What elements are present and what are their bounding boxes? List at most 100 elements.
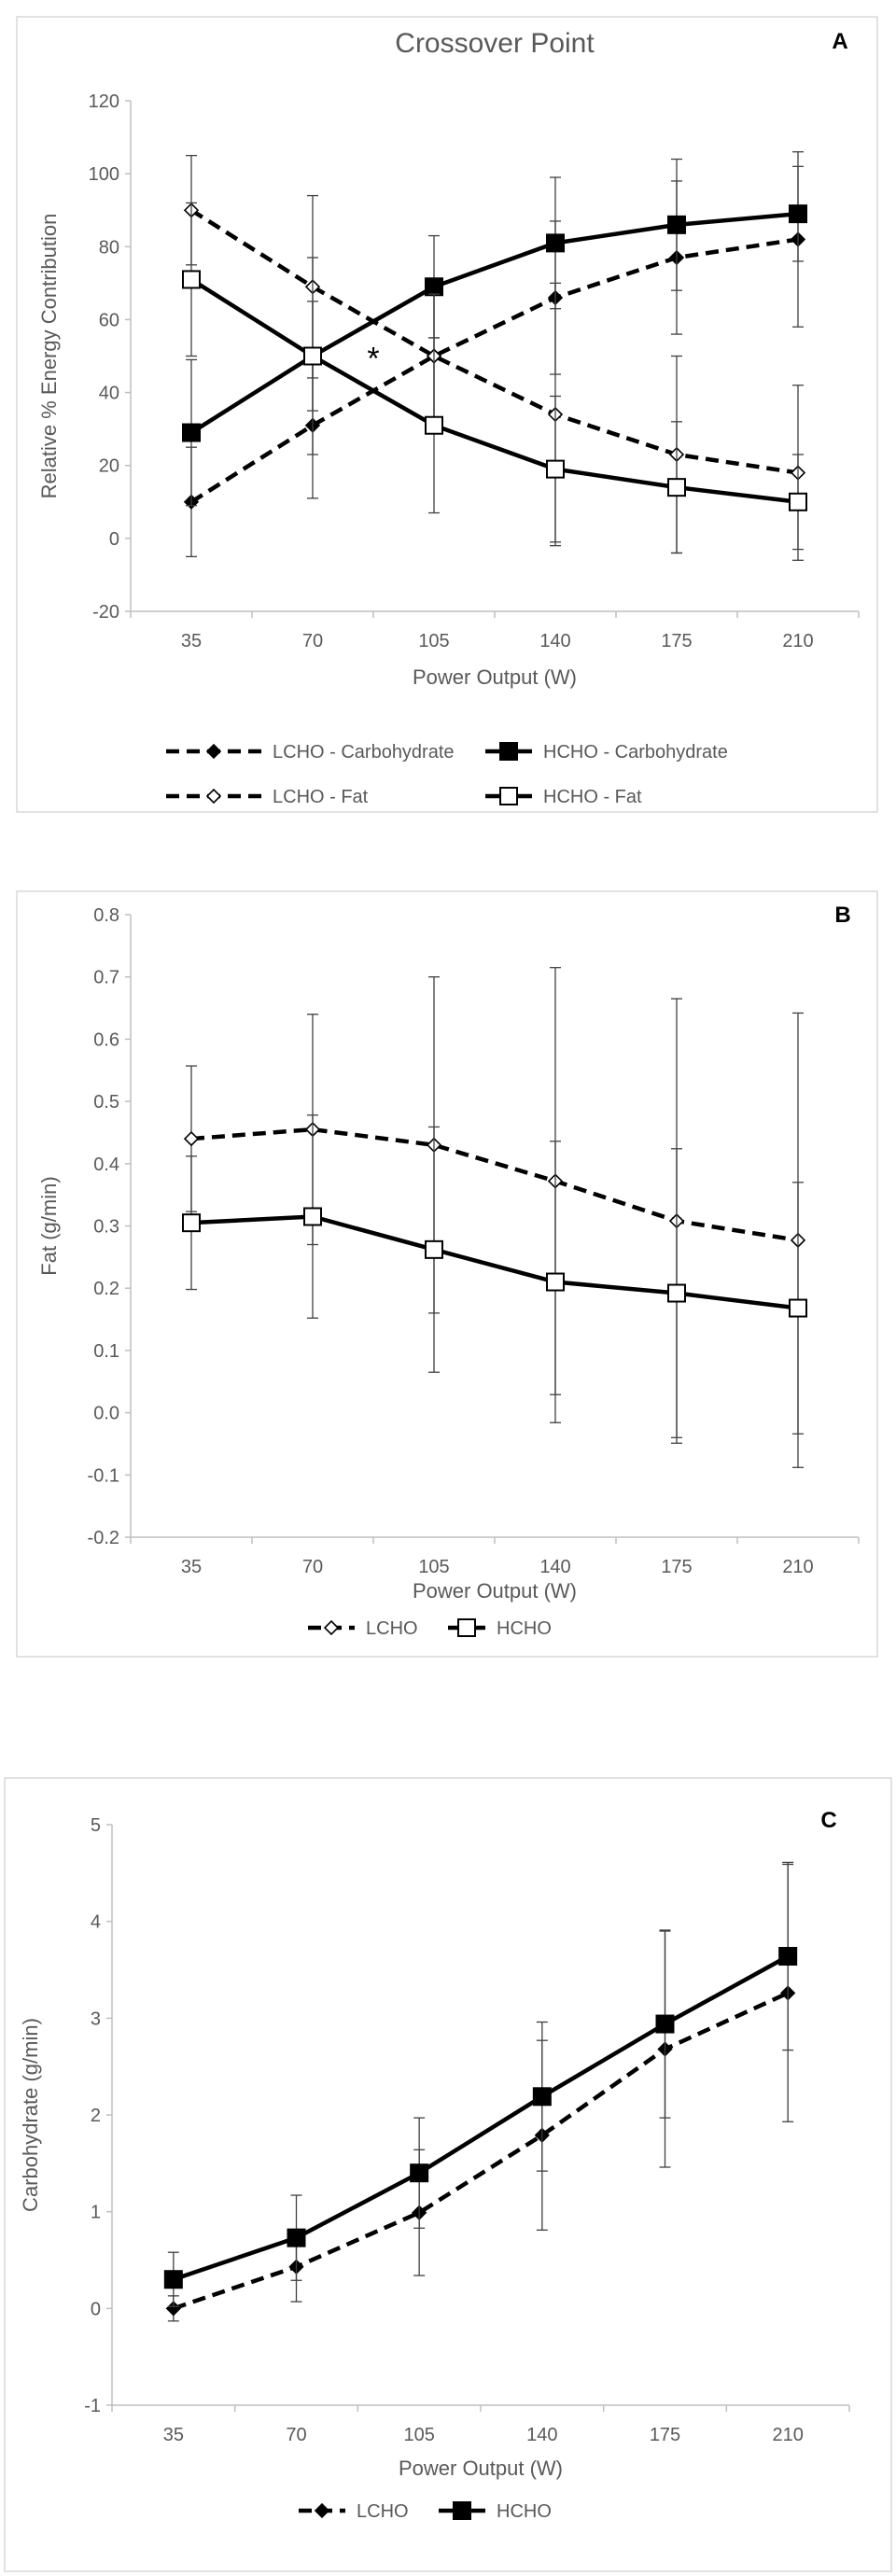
chart-c-data-point <box>163 2270 183 2289</box>
chart-a-y-tick-label: 100 <box>89 164 119 185</box>
chart-c-x-tick-label: 175 <box>650 2425 680 2445</box>
chart-panel-c: C -1 0 1 2 3 4 5 35 70 105 140 175 210 Power Output (W… <box>0 1773 896 2576</box>
chart-a-x-tick-label: 70 <box>302 631 323 651</box>
chart-a-data-point <box>667 478 686 497</box>
chart-b-series-1 <box>182 1114 807 1438</box>
chart-c-data-point <box>410 2163 429 2183</box>
chart-a-y-tick-label: 60 <box>99 310 119 330</box>
chart-b-legend-item: LCHO <box>308 1618 418 1639</box>
chart-c-data-point <box>655 2014 675 2034</box>
chart-c-data-point <box>287 2228 306 2247</box>
chart-c-x-tick-label: 105 <box>403 2425 434 2445</box>
chart-a-legend-label: LCHO - Carbohydrate <box>273 742 455 763</box>
chart-b-legend-marker <box>457 1618 476 1637</box>
chart-b-y-tick-label: 0.0 <box>93 1404 119 1424</box>
chart-b-legend-label: LCHO <box>366 1618 418 1639</box>
chart-b-x-tick-label: 105 <box>418 1557 449 1577</box>
chart-a-x-tick-label: 140 <box>539 631 570 651</box>
chart-c-legend-label: LCHO <box>357 2501 409 2522</box>
chart-a-legend-label: LCHO - Fat <box>273 787 369 807</box>
chart-a-legend-marker <box>205 743 222 760</box>
chart-a-legend-item: HCHO - Carbohydrate <box>485 742 728 763</box>
chart-b-legend-item: HCHO <box>448 1618 552 1639</box>
chart-b-legend-label: HCHO <box>497 1618 552 1639</box>
chart-a-y-axis-label: Relative % Energy Contribution <box>37 214 61 499</box>
chart-c-frame <box>4 1777 892 2572</box>
chart-c-x-tick-label: 70 <box>286 2425 306 2445</box>
chart-a-x-tick-label: 105 <box>418 631 449 651</box>
chart-c-legend-marker <box>314 2502 330 2519</box>
chart-b-y-tick-label: -0.1 <box>88 1465 119 1486</box>
chart-a-data-point <box>425 277 443 297</box>
chart-c-y-tick-label: 1 <box>91 2203 101 2223</box>
chart-b-data-point <box>183 1130 200 1147</box>
chart-b-y-axis-label: Fat (g/min) <box>37 1176 61 1275</box>
chart-b-x-tick-label: 210 <box>782 1557 813 1577</box>
chart-c-panel-label: C <box>820 1808 836 1833</box>
chart-a-data-point <box>789 492 807 511</box>
chart-a-series-line <box>189 277 799 505</box>
chart-b-x-tick-label: 35 <box>181 1557 202 1577</box>
chart-a-legend-marker <box>499 787 518 805</box>
chart-c-legend-marker <box>453 2501 471 2520</box>
chart-a-frame <box>16 16 878 813</box>
chart-b-svg: B -0.2 -0.1 0.0 0.1 0.2 0.3 0.4 0.5 0.6 0.7 0.8 35 70… <box>16 890 878 1658</box>
chart-c-y-tick-label: -1 <box>84 2396 101 2416</box>
chart-c-y-tick-label: 0 <box>91 2299 101 2319</box>
chart-a-x-tick-label: 175 <box>661 631 692 651</box>
chart-b-y-tick-label: 0.1 <box>93 1341 119 1362</box>
chart-a-y-tick-label: 0 <box>109 529 119 550</box>
chart-a-y-tick-label: 120 <box>89 91 119 112</box>
chart-c-y-axis-label: Carbohydrate (g/min) <box>19 2018 42 2212</box>
chart-b-data-point <box>789 1298 807 1318</box>
chart-c-legend: LCHO HCHO <box>299 2501 552 2522</box>
chart-a-series-line <box>189 237 799 504</box>
chart-a-annotation: * <box>367 342 379 377</box>
chart-b-data-point <box>667 1283 686 1303</box>
chart-b-legend: LCHO HCHO <box>308 1618 552 1639</box>
chart-c-data-point <box>532 2087 552 2107</box>
chart-c-x-tick-label: 35 <box>163 2425 184 2445</box>
chart-b-y-tick-label: 0.6 <box>93 1029 119 1050</box>
chart-a-legend-item: LCHO - Carbohydrate <box>166 742 455 763</box>
chart-a-series-line <box>189 211 799 435</box>
chart-a-data-point <box>182 270 201 289</box>
chart-b-frame <box>16 890 878 1658</box>
chart-a-legend-item: HCHO - Fat <box>485 787 642 807</box>
chart-c-series-line <box>173 1954 790 2282</box>
chart-c-y-tick-label: 2 <box>91 2106 101 2126</box>
chart-c-legend-item: LCHO <box>299 2501 409 2522</box>
chart-b-legend-marker <box>323 1619 340 1636</box>
chart-a-y-tick-label: 20 <box>99 456 119 477</box>
chart-a-series-line <box>189 208 799 475</box>
chart-a-data-point <box>667 215 686 234</box>
chart-b-y-tick-label: 0.5 <box>93 1092 119 1113</box>
chart-b-x-tick-label: 175 <box>661 1557 692 1577</box>
chart-a-legend-marker <box>205 788 222 805</box>
chart-a-data-point <box>425 415 443 435</box>
chart-b-y-tick-label: 0.8 <box>93 905 119 926</box>
chart-b-y-tick-label: 0.4 <box>93 1155 119 1175</box>
chart-b-y-tick-label: -0.2 <box>88 1528 119 1548</box>
chart-c-series-line <box>173 1991 790 2311</box>
chart-b-series-line <box>190 1127 799 1243</box>
chart-c-legend-item: HCHO <box>439 2501 552 2522</box>
chart-a-legend-marker <box>499 742 518 761</box>
chart-a-legend-label: HCHO - Carbohydrate <box>543 742 728 763</box>
chart-a-legend-label: HCHO - Fat <box>543 787 642 807</box>
chart-c-x-axis-label: Power Output (W) <box>399 2457 563 2480</box>
chart-b-data-point <box>425 1239 443 1259</box>
chart-b-y-tick-label: 0.7 <box>93 968 119 988</box>
chart-a-legend: LCHO - Carbohydrate HCHO - Carbohydrate LC… <box>166 742 728 807</box>
chart-c-x-tick-label: 140 <box>526 2425 557 2445</box>
chart-b-x-axis-label: Power Output (W) <box>413 1579 577 1603</box>
chart-b-data-point <box>303 1207 322 1226</box>
chart-c-y-tick-label: 3 <box>91 2009 101 2029</box>
chart-b-x-tick-label: 70 <box>302 1557 323 1577</box>
chart-c-svg: C -1 0 1 2 3 4 5 35 70 105 140 175 210 Power Output (W… <box>4 1777 892 2572</box>
chart-b-x-tick-label: 140 <box>539 1557 570 1577</box>
chart-a-x-axis-label: Power Output (W) <box>413 665 577 689</box>
chart-a-series-3 <box>182 202 807 554</box>
chart-a-data-point <box>182 423 201 442</box>
chart-a-x-tick-label: 35 <box>181 631 202 651</box>
